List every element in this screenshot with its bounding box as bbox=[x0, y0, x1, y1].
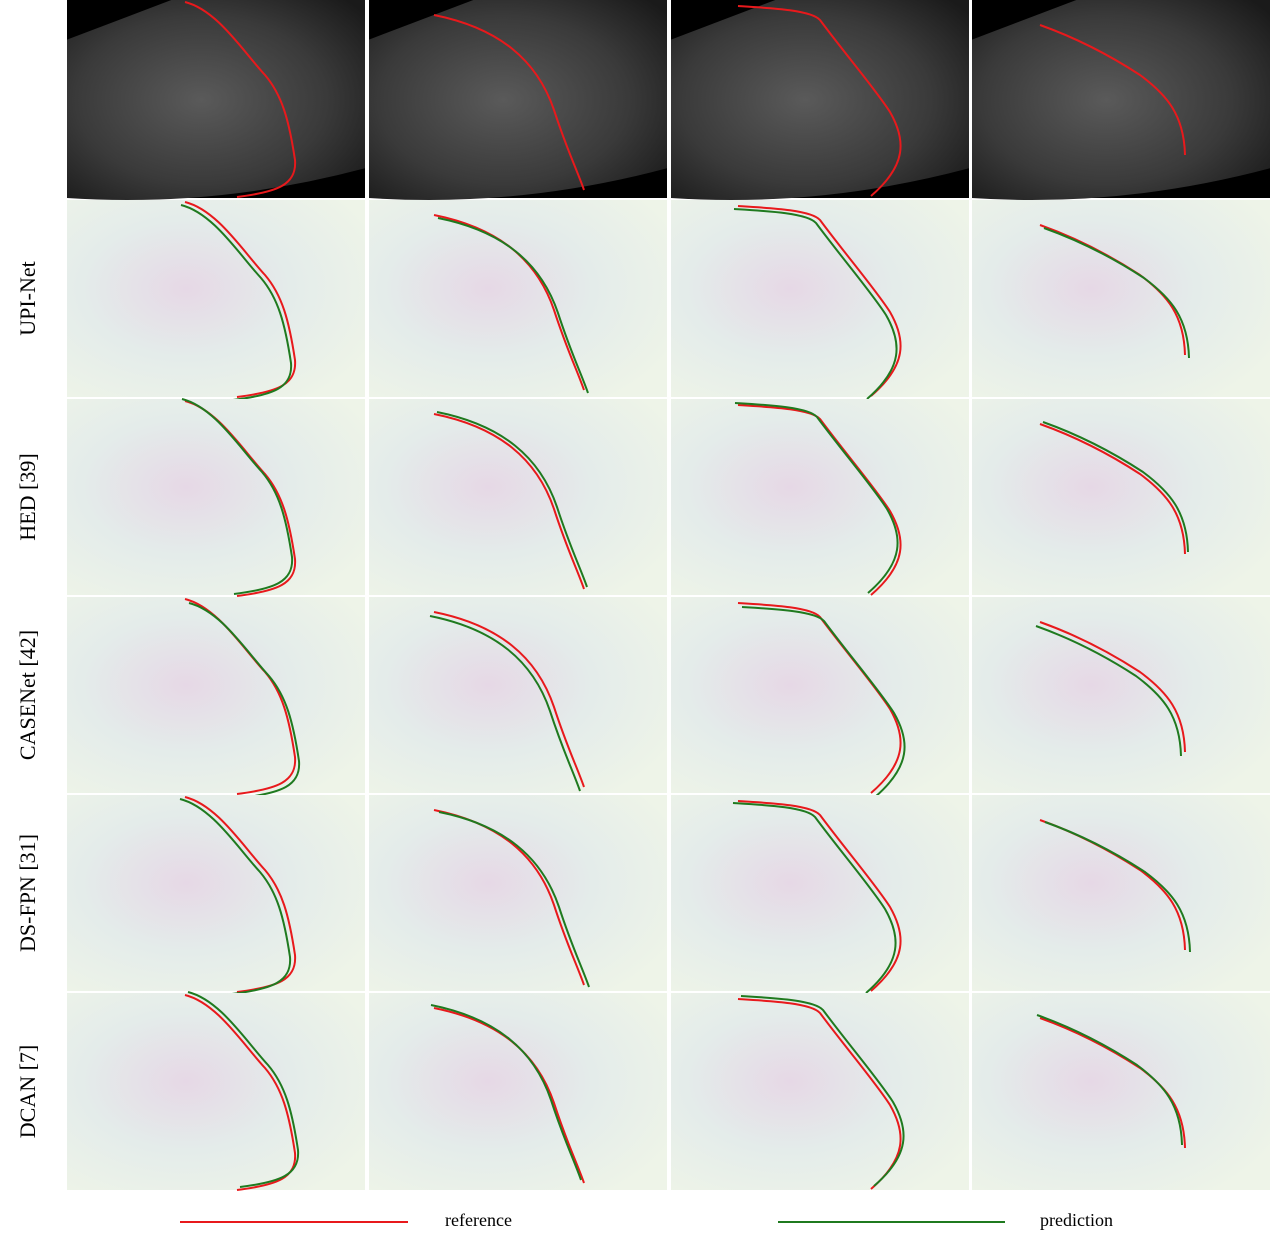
reference-contour bbox=[737, 205, 902, 397]
reference-contour bbox=[737, 404, 902, 596]
prediction-contour bbox=[430, 1004, 582, 1181]
prediction-contour bbox=[1044, 821, 1191, 953]
panel bbox=[972, 993, 1270, 1190]
ultrasound-sector bbox=[671, 0, 969, 201]
reference-contour bbox=[1039, 24, 1186, 156]
image-background bbox=[67, 597, 365, 793]
panel bbox=[67, 398, 365, 597]
row-label: UPI-Net bbox=[15, 261, 40, 336]
image-background bbox=[671, 399, 969, 595]
reference-contour bbox=[1039, 423, 1186, 555]
reference-contour bbox=[737, 5, 902, 197]
panel bbox=[67, 795, 365, 995]
prediction-contour bbox=[732, 802, 897, 994]
prediction-contour bbox=[436, 411, 588, 588]
reference-contour bbox=[184, 1, 297, 198]
image-background bbox=[671, 200, 969, 397]
prediction-contour bbox=[438, 811, 590, 988]
prediction-contour bbox=[733, 208, 898, 400]
image-background bbox=[369, 399, 667, 595]
ultrasound-sector bbox=[972, 0, 1270, 201]
panel bbox=[369, 399, 667, 595]
panel bbox=[671, 597, 969, 798]
legend-prediction: prediction bbox=[1040, 1210, 1113, 1230]
prediction-contour bbox=[437, 217, 589, 394]
reference-contour bbox=[433, 413, 585, 590]
image-background bbox=[671, 993, 969, 1190]
panel bbox=[67, 597, 365, 799]
image-background bbox=[369, 200, 667, 397]
reference-contour bbox=[433, 214, 585, 391]
reference-contour bbox=[433, 611, 585, 788]
image-background bbox=[369, 795, 667, 991]
image-background bbox=[671, 795, 969, 991]
reference-contour bbox=[737, 998, 902, 1190]
prediction-contour bbox=[179, 798, 292, 995]
panel bbox=[369, 200, 667, 397]
prediction-contour bbox=[740, 995, 905, 1187]
panel bbox=[972, 0, 1270, 201]
row-label: CASENet [42] bbox=[15, 630, 40, 760]
row-label: HED [39] bbox=[15, 453, 40, 540]
prediction-contour bbox=[741, 606, 906, 798]
ultrasound-sector bbox=[369, 0, 667, 201]
image-background bbox=[67, 399, 365, 595]
panel bbox=[671, 795, 969, 994]
prediction-contour bbox=[188, 602, 301, 799]
reference-contour bbox=[1039, 621, 1186, 753]
panel bbox=[972, 399, 1270, 595]
image-background bbox=[671, 597, 969, 793]
image-background bbox=[972, 200, 1270, 397]
image-background bbox=[369, 597, 667, 793]
prediction-contour bbox=[1043, 227, 1190, 359]
panel bbox=[67, 991, 365, 1191]
reference-contour bbox=[433, 1007, 585, 1184]
image-background bbox=[369, 993, 667, 1190]
legend-reference: reference bbox=[445, 1210, 512, 1230]
image-background bbox=[972, 597, 1270, 793]
reference-contour bbox=[184, 994, 297, 1191]
reference-contour bbox=[184, 796, 297, 993]
prediction-contour bbox=[181, 398, 294, 595]
image-background bbox=[972, 795, 1270, 991]
image-background bbox=[972, 993, 1270, 1190]
prediction-contour bbox=[1042, 421, 1189, 553]
image-background bbox=[67, 200, 365, 397]
row-label: DCAN [7] bbox=[15, 1045, 40, 1139]
image-background bbox=[972, 399, 1270, 595]
panel bbox=[369, 0, 667, 201]
panel bbox=[671, 993, 969, 1190]
panel bbox=[369, 993, 667, 1190]
panel bbox=[67, 0, 365, 201]
prediction-contour bbox=[1036, 1014, 1183, 1146]
panel bbox=[671, 0, 969, 201]
panel bbox=[671, 399, 969, 596]
panel bbox=[369, 597, 667, 793]
prediction-contour bbox=[429, 615, 581, 792]
panel bbox=[972, 200, 1270, 397]
ultrasound-sector bbox=[67, 0, 365, 201]
panel bbox=[67, 200, 365, 401]
reference-contour bbox=[433, 14, 585, 191]
panel bbox=[972, 597, 1270, 793]
prediction-contour bbox=[187, 991, 300, 1188]
prediction-contour bbox=[734, 402, 899, 594]
reference-contour bbox=[737, 800, 902, 992]
panel bbox=[369, 795, 667, 991]
panel bbox=[671, 200, 969, 400]
prediction-contour bbox=[180, 204, 293, 401]
image-background bbox=[67, 795, 365, 991]
row-label: DS-FPN [31] bbox=[15, 834, 40, 952]
prediction-contour bbox=[1035, 625, 1182, 757]
panel bbox=[972, 795, 1270, 991]
image-background bbox=[67, 993, 365, 1190]
